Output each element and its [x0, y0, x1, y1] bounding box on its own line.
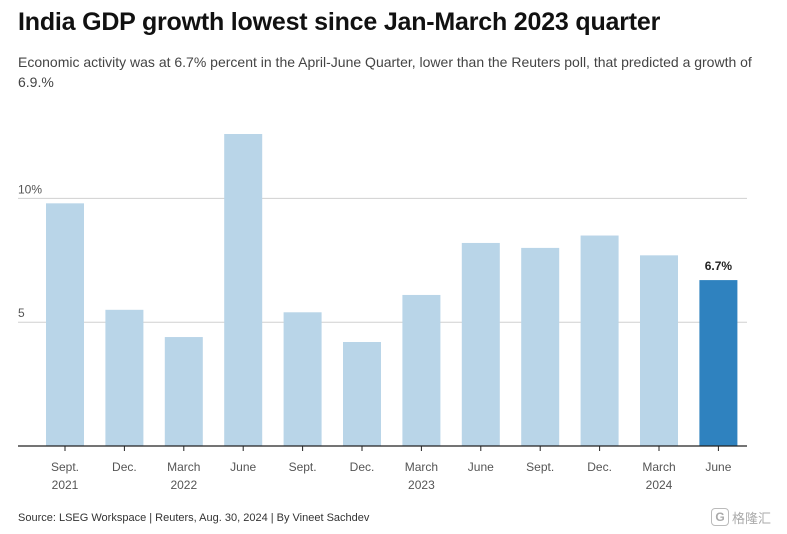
bar	[46, 203, 84, 446]
x-tick-label: 2023	[408, 478, 435, 492]
bar	[521, 247, 560, 446]
chart-subtitle: Economic activity was at 6.7% percent in…	[18, 54, 752, 90]
x-tick-label: Sept.	[289, 460, 317, 474]
watermark-text: 格隆汇	[732, 510, 772, 526]
x-tick-label: 2022	[170, 478, 197, 492]
bar	[402, 294, 441, 446]
x-tick-label: Dec.	[587, 460, 612, 474]
x-tick-label: March	[405, 460, 438, 474]
data-label: 6.7%	[705, 259, 733, 273]
x-tick-label: Dec.	[350, 460, 375, 474]
bar-chart: 5 10% Sept. 2021 Dec. March 2022 June Sept. Dec. M…	[18, 134, 747, 492]
bar	[164, 337, 203, 446]
x-tick-label: Sept.	[51, 460, 79, 474]
x-tick-label: 2021	[52, 478, 79, 492]
bar	[224, 134, 263, 446]
x-tick-label: June	[230, 460, 256, 474]
x-tick-label: March	[167, 460, 200, 474]
y-tick-label: 10%	[18, 182, 42, 196]
bar	[640, 255, 678, 446]
bar	[343, 342, 381, 446]
watermark: G 格隆汇	[711, 505, 781, 529]
y-tick-label: 5	[18, 306, 25, 320]
x-tick-label: June	[468, 460, 494, 474]
chart-title: India GDP growth lowest since Jan-March …	[18, 8, 661, 36]
bar	[699, 280, 738, 446]
x-tick-label: 2024	[646, 478, 673, 492]
x-tick-label: Sept.	[526, 460, 554, 474]
bar	[461, 242, 500, 446]
x-tick-label: June	[705, 460, 731, 474]
x-tick-label: March	[642, 460, 675, 474]
bar	[283, 312, 322, 446]
bar	[105, 309, 144, 446]
x-tick-label: Dec.	[112, 460, 137, 474]
gelonghui-logo-icon: G	[711, 508, 729, 526]
source-note: Source: LSEG Workspace | Reuters, Aug. 3…	[18, 512, 370, 524]
bar	[580, 235, 619, 446]
